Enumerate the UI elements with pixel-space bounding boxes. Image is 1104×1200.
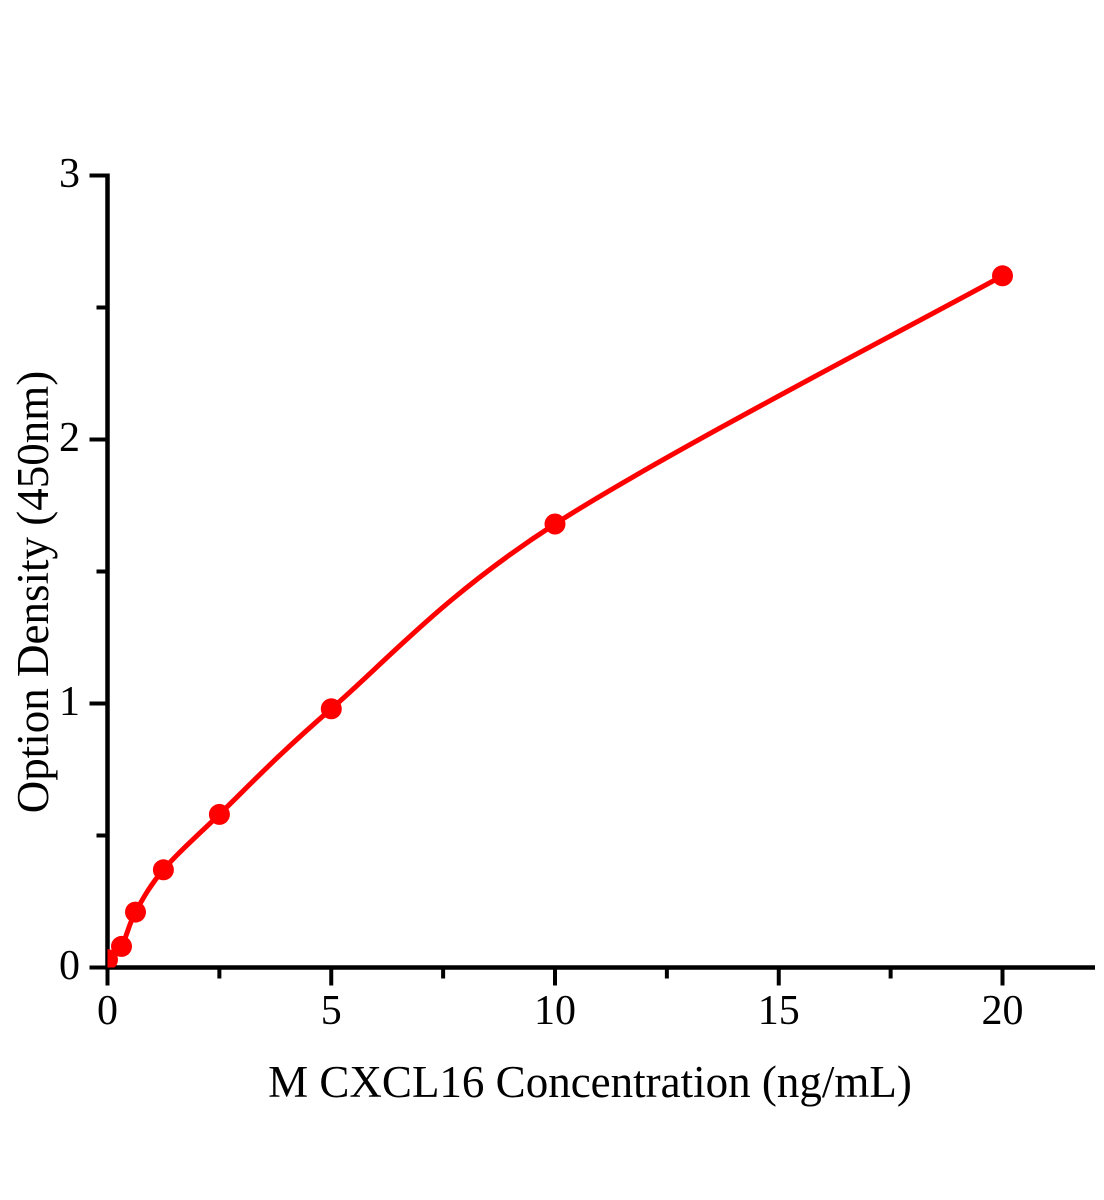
- data-point-marker: (1.25, 0.37): [152, 859, 174, 881]
- y-tick-label: 3: [59, 150, 80, 197]
- data-point-marker: (10, 1.68): [544, 513, 566, 535]
- x-tick-label: 10: [534, 988, 576, 1034]
- x-tick-label: 0: [97, 988, 118, 1034]
- y-tick-label: 2: [59, 414, 80, 461]
- y-tick-label: 0: [59, 942, 80, 989]
- data-point-marker: (0.625, 0.21): [125, 901, 146, 923]
- y-tick-label: 1: [59, 678, 80, 725]
- standard-curve-line: [107, 273, 1005, 963]
- x-axis-title: M CXCL16 Concentration (ng/mL): [268, 1057, 912, 1107]
- x-tick-label: 20: [981, 988, 1024, 1034]
- data-point-marker: (0.313, 0.08): [111, 935, 132, 957]
- x-tick-label: 5: [320, 988, 342, 1034]
- x-tick-label: 15: [757, 988, 800, 1034]
- data-point-marker: (20, 2.62): [992, 265, 1013, 287]
- data-point-marker: (5, 0.98): [320, 698, 342, 720]
- data-point-marker: (2.5, 0.58): [208, 803, 230, 825]
